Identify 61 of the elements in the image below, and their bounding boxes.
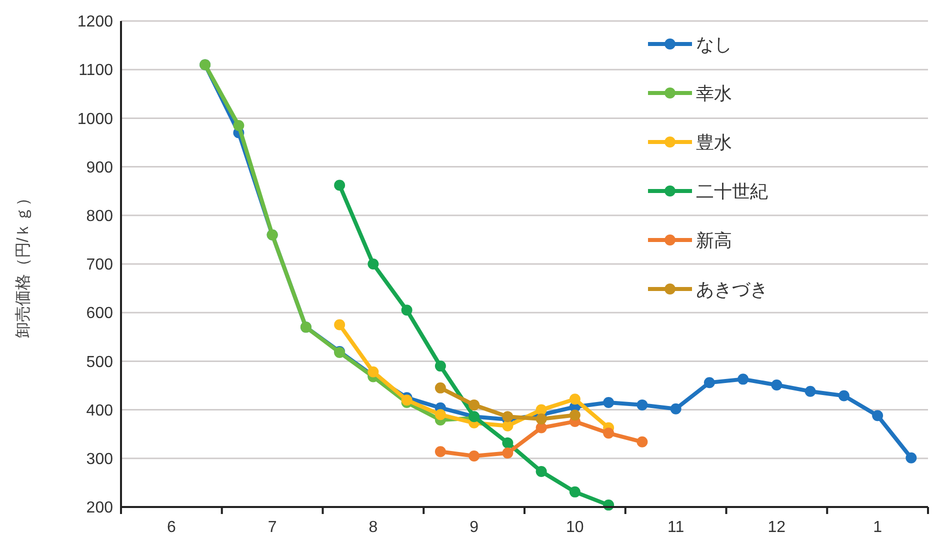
x-tick-label: 11 [668,519,684,536]
x-tick-label: 7 [268,519,277,536]
point [536,414,547,425]
point [804,386,816,397]
point [704,377,715,388]
point [334,180,346,191]
point [536,404,547,416]
point [502,420,514,432]
point [502,448,514,459]
point [906,452,917,464]
legend-label: あきづき [696,279,768,300]
legend-label: なし [696,34,732,54]
point [401,304,412,316]
legend-label: 幸水 [696,83,732,104]
point [838,390,850,402]
point [670,403,682,414]
y-tick-label: 200 [86,500,114,517]
y-tick-label: 1000 [77,110,114,128]
point [771,380,782,391]
point [334,319,346,330]
x-tick-label: 12 [768,519,786,536]
y-tick-label: 300 [86,451,114,468]
point [434,446,446,458]
point [738,374,749,385]
y-tick-label: 900 [86,159,114,176]
y-tick-label: 800 [86,208,114,225]
legend-label: 豊水 [696,132,732,152]
point [603,397,614,408]
y-tick-label: 700 [86,256,114,274]
legend-label: 新高 [696,230,732,250]
point [401,394,412,406]
point [468,399,480,410]
point [636,399,648,410]
point [368,366,379,378]
point [569,394,580,405]
x-tick-label: 9 [470,519,479,536]
y-tick-label: 400 [86,402,114,420]
point [872,410,884,422]
point [636,436,648,448]
x-tick-label: 1 [873,519,882,536]
point [434,382,446,394]
point [536,466,547,478]
point [368,258,379,270]
y-tick-label: 600 [86,305,114,322]
x-tick-label: 8 [368,519,378,536]
y-tick-label: 500 [86,354,114,371]
point [233,120,244,131]
point [603,428,614,439]
point [468,450,480,462]
point [569,486,580,498]
y-tick-label: 1200 [77,14,114,31]
y-axis-title: 卸売価格（円/ｋｇ） [14,190,32,338]
point [434,409,446,420]
point [434,360,446,372]
legend-label: 二十世紀 [696,181,768,202]
point [502,411,514,422]
point [502,437,514,448]
x-tick-label: 6 [166,519,176,536]
point [569,410,580,421]
x-tick-label: 10 [566,519,584,536]
y-tick-label: 1100 [78,62,114,80]
